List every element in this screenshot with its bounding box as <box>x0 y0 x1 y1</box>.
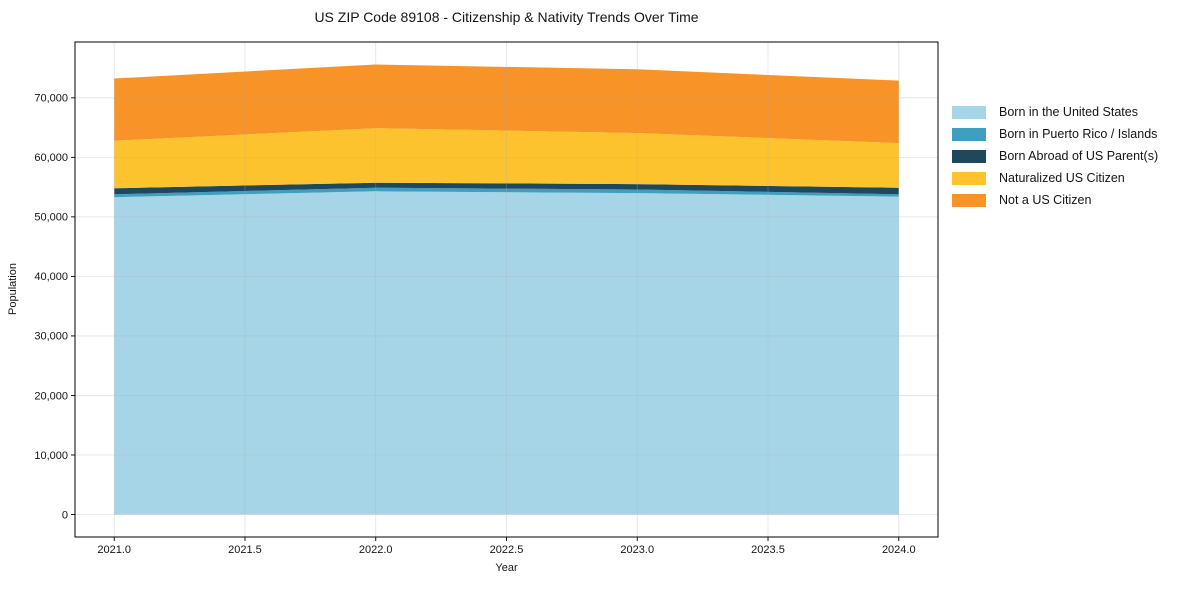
x-tick-label: 2022.0 <box>359 544 393 556</box>
legend-swatch-icon <box>952 105 986 119</box>
y-tick-label: 30,000 <box>34 331 68 343</box>
area-series-2 <box>114 182 899 195</box>
legend-swatch-icon <box>952 171 986 185</box>
legend-swatch-icon <box>952 127 986 141</box>
legend-swatch-icon <box>952 193 986 207</box>
x-tick-label: 2023.0 <box>620 544 654 556</box>
x-tick-label: 2021.0 <box>97 544 131 556</box>
legend-item-3: Naturalized US Citizen <box>952 171 1158 185</box>
area-series-0 <box>114 191 899 515</box>
y-tick-label: 70,000 <box>34 93 68 105</box>
legend-item-4: Not a US Citizen <box>952 193 1158 207</box>
x-tick-label: 2021.5 <box>228 544 262 556</box>
x-tick-label: 2024.0 <box>882 544 916 556</box>
legend-item-0: Born in the United States <box>952 105 1158 119</box>
legend-item-1: Born in Puerto Rico / Islands <box>952 127 1158 141</box>
legend-swatch-icon <box>952 149 986 163</box>
legend-label: Born in the United States <box>999 105 1138 119</box>
y-tick-label: 50,000 <box>34 212 68 224</box>
legend-label: Not a US Citizen <box>999 193 1092 207</box>
legend-label: Born Abroad of US Parent(s) <box>999 149 1159 163</box>
x-tick-label: 2023.5 <box>751 544 785 556</box>
x-axis-label: Year <box>495 562 518 574</box>
area-series-1 <box>114 187 899 198</box>
chart-legend: Born in the United States Born in Puerto … <box>952 105 1158 207</box>
y-tick-label: 60,000 <box>34 152 68 164</box>
legend-label: Naturalized US Citizen <box>999 171 1125 185</box>
y-tick-label: 0 <box>62 509 68 521</box>
y-tick-label: 40,000 <box>34 271 68 283</box>
y-tick-label: 20,000 <box>34 390 68 402</box>
area-series-4 <box>114 64 899 144</box>
y-tick-label: 10,000 <box>34 450 68 462</box>
legend-label: Born in Puerto Rico / Islands <box>999 127 1158 141</box>
chart-title: US ZIP Code 89108 - Citizenship & Nativi… <box>314 9 699 25</box>
x-tick-label: 2022.5 <box>490 544 524 556</box>
area-series-3 <box>114 128 899 189</box>
y-axis-label: Population <box>7 263 19 315</box>
legend-item-2: Born Abroad of US Parent(s) <box>952 149 1158 163</box>
